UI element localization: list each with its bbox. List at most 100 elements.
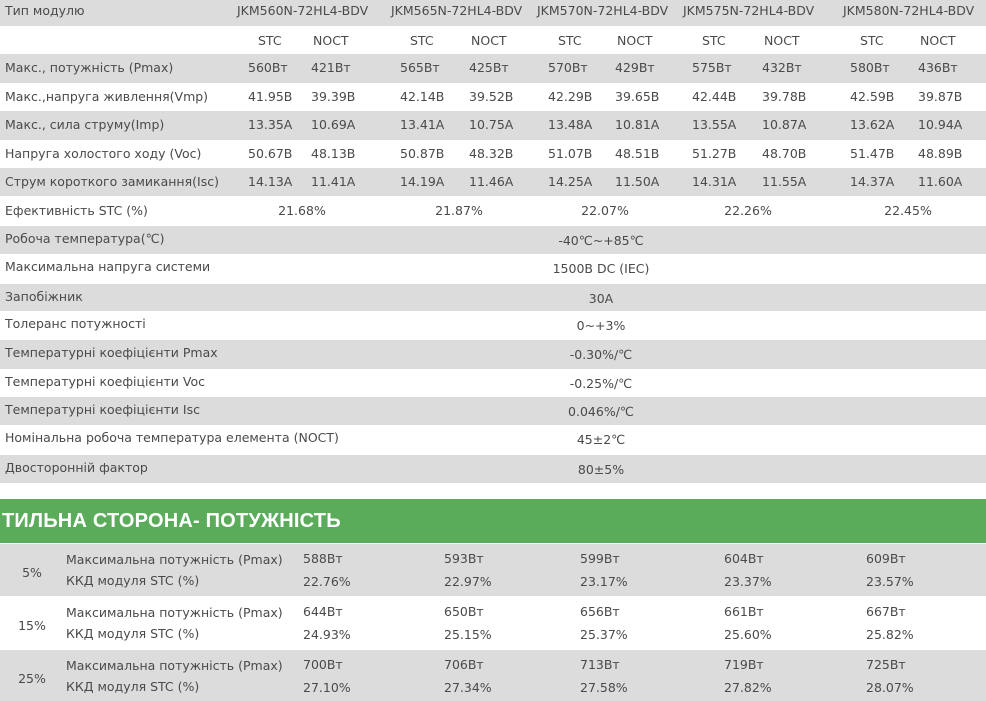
noct-value: 11.55A	[762, 174, 807, 189]
stc-value: 14.37A	[850, 174, 895, 189]
noct-value: 421Вт	[311, 60, 351, 75]
table-row	[0, 369, 986, 397]
efficiency-value: 27.58%	[580, 680, 628, 695]
backside-group	[0, 650, 986, 701]
power-value: 706Вт	[444, 657, 484, 672]
row-label: Струм короткого замикання(Isc)	[5, 174, 219, 189]
shared-value: 0~+3%	[576, 318, 626, 333]
table-row	[0, 397, 986, 425]
shared-value: 0.046%/℃	[568, 404, 634, 419]
noct-value: 11.50A	[615, 174, 660, 189]
stc-value: 13.41A	[400, 117, 445, 132]
shared-value: 45±2℃	[576, 432, 626, 447]
stc-value: 580Вт	[850, 60, 890, 75]
row-label: Макс., потужність (Pmax)	[5, 60, 174, 75]
noct-value: 10.69A	[311, 117, 356, 132]
row-label: Ефективність STC (%)	[5, 203, 148, 218]
efficiency-value: 21.68%	[278, 203, 326, 218]
gain-label: 5%	[22, 565, 42, 580]
row-label: Номінальна робоча температура елемента (…	[5, 430, 339, 445]
efficiency-value: 23.57%	[866, 574, 914, 589]
stc-value: 14.19A	[400, 174, 445, 189]
efficiency-value: 25.60%	[724, 627, 772, 642]
efficiency-value: 27.82%	[724, 680, 772, 695]
table-row	[0, 140, 986, 168]
stc-header: STC	[558, 33, 582, 48]
row-label: Максимальна напруга системи	[5, 259, 211, 274]
row-label: Макс., сила струму(Imp)	[5, 117, 165, 132]
shared-value: 1500В DC (IEC)	[552, 261, 650, 276]
stc-value: 575Вт	[692, 60, 732, 75]
stc-value: 13.35A	[248, 117, 293, 132]
stc-value: 51.07В	[548, 146, 593, 161]
noct-value: 39.65В	[615, 89, 660, 104]
efficiency-value: 23.37%	[724, 574, 772, 589]
table-row	[0, 26, 986, 54]
power-value: 599Вт	[580, 551, 620, 566]
table-row	[0, 168, 986, 196]
noct-value: 10.87A	[762, 117, 807, 132]
power-value: 604Вт	[724, 551, 764, 566]
noct-value: 11.46A	[469, 174, 514, 189]
row-label: Двосторонній фактор	[5, 460, 148, 475]
row-label: Робоча температура(℃)	[5, 231, 165, 246]
table-row	[0, 455, 986, 483]
stc-value: 42.44В	[692, 89, 737, 104]
noct-value: 432Вт	[762, 60, 802, 75]
stc-value: 13.55A	[692, 117, 737, 132]
stc-header: STC	[258, 33, 282, 48]
noct-value: 429Вт	[615, 60, 655, 75]
section-title: ТИЛЬНА СТОРОНА- ПОТУЖНІСТЬ	[2, 510, 341, 532]
table-row	[0, 196, 986, 226]
noct-value: 48.70В	[762, 146, 807, 161]
shared-value: 80±5%	[577, 462, 625, 477]
header-label: Тип модулю	[5, 3, 85, 18]
noct-header: NOCT	[764, 33, 800, 48]
stc-value: 570Вт	[548, 60, 588, 75]
noct-value: 39.39В	[311, 89, 356, 104]
stc-value: 560Вт	[248, 60, 288, 75]
shared-value: -0.30%/℃	[569, 347, 633, 362]
noct-value: 10.94A	[918, 117, 963, 132]
row-label: Температурні коефіцієнти Isc	[5, 402, 200, 417]
gain-label: 25%	[18, 671, 46, 686]
row-label: Температурні коефіцієнти Pmax	[5, 345, 218, 360]
table-row	[0, 0, 986, 26]
table-row	[0, 340, 986, 369]
efficiency-value: 28.07%	[866, 680, 914, 695]
stc-header: STC	[702, 33, 726, 48]
table-row	[0, 111, 986, 140]
power-value: 667Вт	[866, 604, 906, 619]
efficiency-value: 25.82%	[866, 627, 914, 642]
row-label: Толеранс потужності	[5, 316, 146, 331]
stc-value: 42.59В	[850, 89, 895, 104]
power-value: 650Вт	[444, 604, 484, 619]
noct-value: 10.75A	[469, 117, 514, 132]
noct-value: 436Вт	[918, 60, 958, 75]
efficiency-value: 22.76%	[303, 574, 351, 589]
stc-value: 14.13A	[248, 174, 293, 189]
table-row	[0, 254, 986, 284]
shared-value: -0.25%/℃	[569, 376, 633, 391]
stc-value: 50.67В	[248, 146, 293, 161]
model-name: JKM575N-72HL4-BDV	[683, 3, 815, 18]
power-value: 713Вт	[580, 657, 620, 672]
stc-value: 41.95В	[248, 89, 293, 104]
row-label: Макс.,напруга живлення(Vmp)	[5, 89, 209, 104]
shared-value: 30A	[588, 291, 614, 306]
noct-value: 11.41A	[311, 174, 356, 189]
model-name: JKM570N-72HL4-BDV	[537, 3, 669, 18]
efficiency-value: 23.17%	[580, 574, 628, 589]
efficiency-value: 22.97%	[444, 574, 492, 589]
stc-value: 13.62A	[850, 117, 895, 132]
row-label: Запобіжник	[5, 289, 83, 304]
backside-group	[0, 544, 986, 596]
noct-header: NOCT	[920, 33, 956, 48]
table-row	[0, 284, 986, 311]
model-name: JKM565N-72HL4-BDV	[391, 3, 523, 18]
model-name: JKM560N-72HL4-BDV	[237, 3, 369, 18]
noct-header: NOCT	[313, 33, 349, 48]
power-value: 725Вт	[866, 657, 906, 672]
stc-value: 13.48A	[548, 117, 593, 132]
noct-value: 11.60A	[918, 174, 963, 189]
